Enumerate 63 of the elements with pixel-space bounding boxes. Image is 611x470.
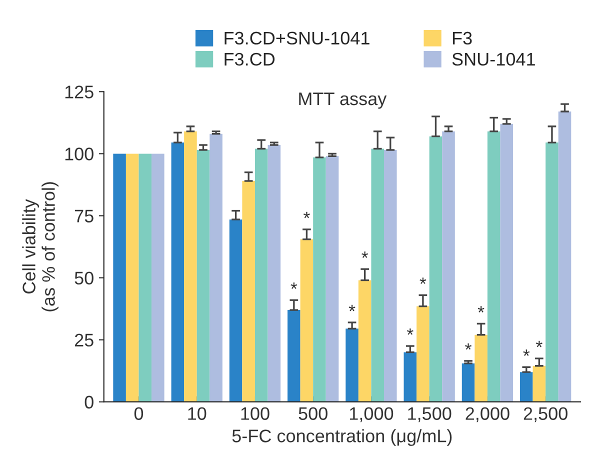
y-tick-label: 0 — [84, 396, 94, 409]
x-tick-label: 0 — [134, 407, 144, 420]
data-label: * — [290, 282, 298, 289]
chart-title: MTT assay — [299, 92, 387, 109]
y-tick-label: 50 — [74, 272, 94, 284]
bar — [113, 154, 126, 402]
legend-label: F3 — [452, 32, 472, 45]
x-tick-label: 1,500 — [408, 407, 452, 422]
x-tick-label: 2,500 — [524, 407, 568, 422]
bar — [442, 131, 455, 402]
bar — [474, 334, 488, 402]
bar — [210, 134, 222, 402]
bar — [546, 142, 558, 402]
x-tick-label: 500 — [298, 407, 328, 420]
data-label: * — [536, 340, 542, 348]
data-label: * — [348, 304, 356, 312]
data-label: * — [303, 212, 310, 218]
bar — [288, 310, 300, 402]
bar — [416, 306, 430, 402]
data-label: * — [523, 350, 530, 356]
x-tick-label: 100 — [241, 407, 270, 420]
bar — [520, 372, 533, 402]
bar — [384, 150, 397, 402]
legend-label: SNU-1041 — [452, 52, 535, 66]
bar — [500, 124, 514, 402]
bar — [268, 145, 281, 402]
bar — [152, 154, 164, 402]
bar — [126, 154, 139, 402]
x-tick-label: 10 — [188, 407, 206, 420]
data-label: * — [478, 306, 484, 312]
bar — [184, 131, 197, 402]
data-label: * — [420, 278, 426, 284]
y-tick-label: 100 — [65, 148, 94, 160]
bar — [300, 239, 314, 402]
legend-label: F3.CD+SNU-1041 — [224, 32, 370, 45]
x-tick-label: 1,000 — [350, 407, 394, 422]
data-label: * — [465, 343, 472, 350]
data-label: * — [406, 328, 414, 335]
y-tick-label: 75 — [74, 210, 94, 222]
bar — [487, 131, 500, 402]
data-label: * — [362, 252, 368, 258]
bar — [429, 136, 442, 402]
bar — [532, 366, 546, 402]
bar — [346, 328, 358, 402]
bar — [358, 280, 372, 402]
legend-label: F3.CD — [224, 52, 275, 66]
x-axis-title: 5-FC concentration (μg/mL) — [232, 429, 452, 446]
bar — [229, 219, 242, 402]
x-tick-label: 2,000 — [466, 407, 510, 422]
bar — [462, 363, 475, 402]
bar — [171, 142, 184, 402]
bar — [254, 148, 268, 402]
y-tick-label: 25 — [74, 334, 94, 347]
bar — [371, 148, 384, 402]
bar — [404, 352, 417, 402]
bar — [558, 112, 572, 402]
bar — [242, 180, 255, 402]
bar — [196, 150, 210, 402]
bar — [313, 157, 326, 402]
bar — [138, 154, 152, 402]
y-tick-label: 125 — [65, 86, 94, 98]
bar — [326, 156, 339, 402]
y-axis-title: Cell viability (as % of control) — [22, 182, 58, 312]
